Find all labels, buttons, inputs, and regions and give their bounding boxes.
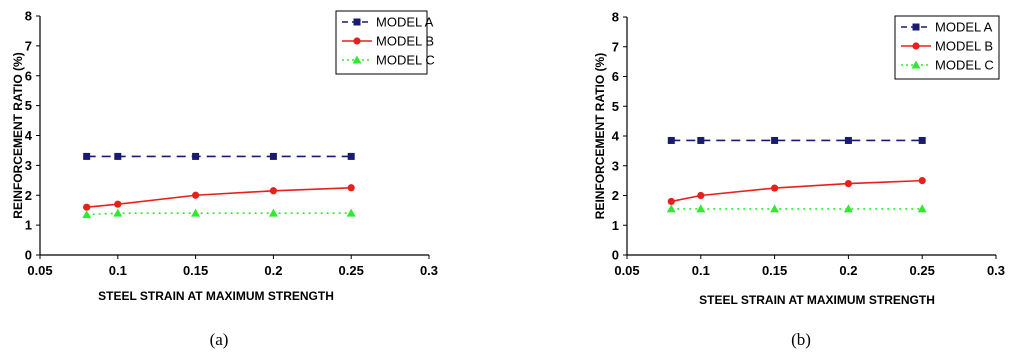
y-axis-title: REINFORCEMENT RATIO (%) (593, 53, 607, 219)
data-point-triangle (917, 204, 927, 213)
legend-label: MODEL A (935, 20, 993, 35)
y-tick-label: 8 (25, 9, 32, 24)
data-point-triangle (346, 208, 356, 217)
y-tick-label: 4 (612, 129, 620, 144)
x-tick-label: 0.15 (183, 263, 208, 278)
x-tick-label: 0.15 (762, 263, 787, 278)
x-tick-label: 0.3 (987, 263, 1005, 278)
legend-marker-circle (353, 37, 361, 45)
data-point-circle (697, 191, 705, 200)
y-axis-title: REINFORCEMENT RATIO (%) (11, 52, 25, 218)
data-point-circle (347, 184, 355, 192)
y-tick-label: 6 (25, 68, 32, 83)
legend-label: MODEL B (935, 39, 993, 54)
series-line-model-c (86, 212, 352, 216)
x-tick-label: 0.25 (339, 263, 364, 278)
data-point-triangle (113, 208, 123, 217)
data-point-square (83, 152, 91, 160)
data-point-square (844, 136, 852, 144)
caption-a: (a) (209, 330, 229, 349)
x-tick-label: 0.1 (692, 263, 710, 278)
y-tick-label: 0 (612, 248, 619, 263)
data-point-triangle (770, 204, 780, 213)
x-tick-label: 0.25 (910, 263, 935, 278)
y-tick-label: 3 (25, 158, 32, 173)
series-line-model-b (671, 179, 923, 203)
data-point-square (771, 136, 779, 144)
chart-panel-b: 0 1 2 3 4 5 6 7 8 0.05 0.1 0.15 0.2 0.25 0.3 STEEL STRA… (508, 0, 1015, 356)
legend-marker-square (353, 18, 361, 26)
x-tick-label: 0.2 (839, 263, 857, 278)
data-point-square (269, 152, 277, 160)
data-point-square (192, 152, 200, 160)
y-tick-label: 5 (25, 98, 32, 113)
x-axis-title: STEEL STRAIN AT MAXIMUM STRENGTH (98, 289, 334, 303)
data-point-circle (918, 177, 926, 185)
data-point-square (347, 152, 355, 160)
chart-b: 0 1 2 3 4 5 6 7 8 0.05 0.1 0.15 0.2 0.25 0.3 STEEL STRA… (593, 10, 1005, 308)
data-point-triangle (268, 208, 278, 217)
legend-label: MODEL A (376, 15, 434, 30)
series-line-model-b (86, 186, 352, 208)
y-tick-label: 1 (25, 218, 32, 233)
data-point-circle (771, 184, 779, 192)
data-point-triangle (666, 204, 676, 213)
data-point-square (697, 136, 705, 144)
data-point-triangle (82, 210, 92, 219)
caption-b: (b) (791, 330, 811, 349)
y-tick-label: 7 (25, 38, 32, 53)
chart-a: 0 1 2 3 4 5 6 7 8 0.05 0.1 0.15 0.2 0.25 0.3 STEEL STRA… (11, 9, 438, 304)
y-tick-label: 5 (612, 99, 619, 114)
x-tick-label: 0.2 (264, 263, 282, 278)
y-tick-label: 6 (612, 69, 619, 84)
x-tick-label: 0.1 (109, 263, 127, 278)
data-point-triangle (696, 204, 706, 213)
data-point-square (114, 152, 122, 160)
chart-panel-a: 0 1 2 3 4 5 6 7 8 0.05 0.1 0.15 0.2 0.25 0.3 STEEL STRA… (0, 0, 507, 356)
legend-label: MODEL B (376, 34, 434, 49)
legend-box (335, 10, 428, 75)
y-tick-label: 3 (612, 158, 619, 173)
legend-label: MODEL C (935, 58, 994, 73)
y-tick-label: 2 (612, 188, 619, 203)
x-tick-label: 0.3 (420, 263, 438, 278)
x-tick-label: 0.05 (614, 263, 639, 278)
x-axis-title: STEEL STRAIN AT MAXIMUM STRENGTH (699, 293, 935, 307)
legend-marker-triangle (911, 60, 921, 69)
data-point-square (918, 136, 926, 144)
legend-marker-square (912, 23, 920, 31)
y-tick-label: 8 (612, 10, 619, 25)
legend-marker-triangle (352, 55, 362, 64)
data-point-triangle (191, 208, 201, 217)
y-tick-label: 0 (25, 248, 32, 263)
y-tick-label: 4 (25, 128, 33, 143)
legend-marker-circle (912, 42, 920, 50)
data-point-circle (192, 191, 200, 199)
data-point-circle (83, 203, 91, 211)
data-point-circle (269, 187, 277, 195)
data-point-square (667, 136, 675, 144)
data-point-triangle (843, 204, 853, 213)
data-point-circle (667, 197, 675, 206)
legend-label: MODEL C (376, 53, 435, 68)
x-tick-label: 0.05 (27, 263, 52, 278)
data-point-circle (114, 200, 122, 208)
data-point-circle (844, 180, 852, 188)
y-tick-label: 2 (25, 188, 32, 203)
y-tick-label: 7 (612, 39, 619, 54)
y-tick-label: 1 (612, 218, 619, 233)
